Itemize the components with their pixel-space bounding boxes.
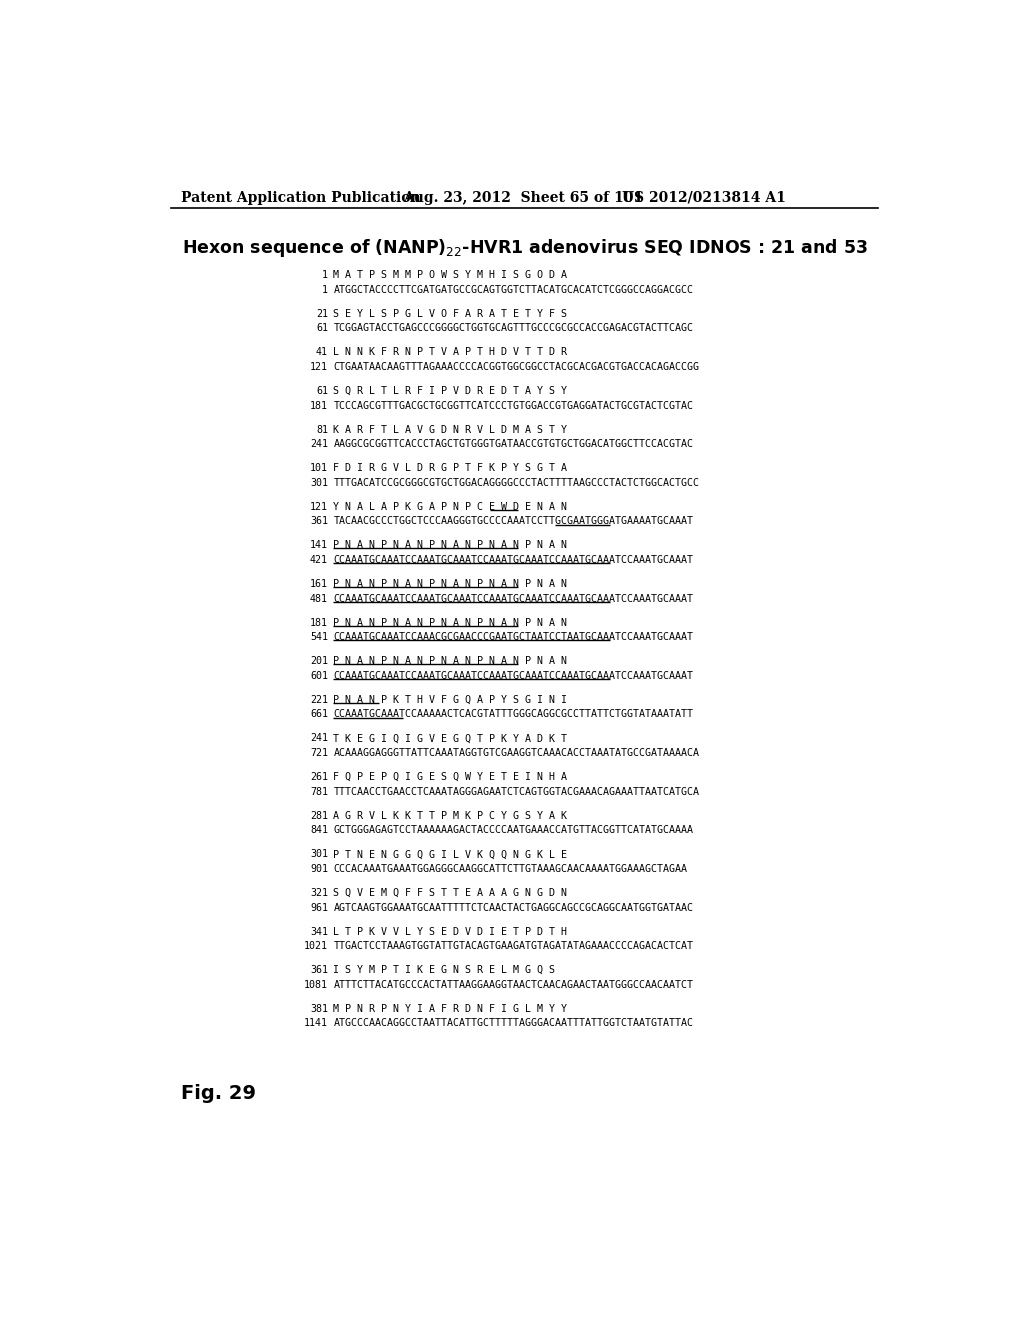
Text: S E Y L S P G L V O F A R A T E T Y F S: S E Y L S P G L V O F A R A T E T Y F S bbox=[334, 309, 567, 318]
Text: 1021: 1021 bbox=[304, 941, 328, 952]
Text: P T N E N G G Q G I L V K Q Q N G K L E: P T N E N G G Q G I L V K Q Q N G K L E bbox=[334, 849, 567, 859]
Text: P N A N P N A N P N A N P N A N P N A N: P N A N P N A N P N A N P N A N P N A N bbox=[334, 579, 567, 589]
Text: 101: 101 bbox=[310, 463, 328, 473]
Text: CCAAATGCAAATCCAAATGCAAATCCAAATGCAAATCCAAATGCAAATCCAAATGCAAAT: CCAAATGCAAATCCAAATGCAAATCCAAATGCAAATCCAA… bbox=[334, 594, 693, 603]
Text: M P N R P N Y I A F R D N F I G L M Y Y: M P N R P N Y I A F R D N F I G L M Y Y bbox=[334, 1003, 567, 1014]
Text: TTTGACATCCGCGGGCGTGCTGGACAGGGGCCCTACTTTTAAGCCCTACTCTGGCACTGCC: TTTGACATCCGCGGGCGTGCTGGACAGGGGCCCTACTTTT… bbox=[334, 478, 699, 488]
Text: I S Y M P T I K E G N S R E L M G Q S: I S Y M P T I K E G N S R E L M G Q S bbox=[334, 965, 555, 975]
Text: 41: 41 bbox=[316, 347, 328, 358]
Text: TTGACTCCTAAAGTGGTATTGTACAGTGAAGATGTAGATATAGAAACCCCAGACACTCAT: TTGACTCCTAAAGTGGTATTGTACAGTGAAGATGTAGATA… bbox=[334, 941, 693, 952]
Text: 661: 661 bbox=[310, 709, 328, 719]
Text: ATTTCTTACATGCCCACTATTAAGGAAGGTAACTCAACAGAACTAATGGGCCAACAATCT: ATTTCTTACATGCCCACTATTAAGGAAGGTAACTCAACAG… bbox=[334, 979, 693, 990]
Text: 121: 121 bbox=[310, 362, 328, 372]
Text: F Q P E P Q I G E S Q W Y E T E I N H A: F Q P E P Q I G E S Q W Y E T E I N H A bbox=[334, 772, 567, 781]
Text: M A T P S M M P O W S Y M H I S G O D A: M A T P S M M P O W S Y M H I S G O D A bbox=[334, 271, 567, 280]
Text: 121: 121 bbox=[310, 502, 328, 512]
Text: Fig. 29: Fig. 29 bbox=[180, 1084, 256, 1104]
Text: F D I R G V L D R G P T F K P Y S G T A: F D I R G V L D R G P T F K P Y S G T A bbox=[334, 463, 567, 473]
Text: 141: 141 bbox=[310, 540, 328, 550]
Text: S Q R L T L R F I P V D R E D T A Y S Y: S Q R L T L R F I P V D R E D T A Y S Y bbox=[334, 385, 567, 396]
Text: A G R V L K K T T P M K P C Y G S Y A K: A G R V L K K T T P M K P C Y G S Y A K bbox=[334, 810, 567, 821]
Text: TCGGAGTACCTGAGCCCGGGGCTGGTGCAGTTTGCCCGCGCCACCGAGACGTACTTCAGC: TCGGAGTACCTGAGCCCGGGGCTGGTGCAGTTTGCCCGCG… bbox=[334, 323, 693, 334]
Text: 261: 261 bbox=[310, 772, 328, 781]
Text: 601: 601 bbox=[310, 671, 328, 681]
Text: 201: 201 bbox=[310, 656, 328, 667]
Text: P N A N P N A N P N A N P N A N P N A N: P N A N P N A N P N A N P N A N P N A N bbox=[334, 618, 567, 627]
Text: 341: 341 bbox=[310, 927, 328, 936]
Text: Aug. 23, 2012  Sheet 65 of 101: Aug. 23, 2012 Sheet 65 of 101 bbox=[403, 191, 643, 205]
Text: 321: 321 bbox=[310, 888, 328, 898]
Text: 721: 721 bbox=[310, 748, 328, 758]
Text: 241: 241 bbox=[310, 440, 328, 449]
Text: 281: 281 bbox=[310, 810, 328, 821]
Text: P N A N P N A N P N A N P N A N P N A N: P N A N P N A N P N A N P N A N P N A N bbox=[334, 540, 567, 550]
Text: TACAACGCCCTGGCTCCCAAGGGTGCCCCAAATCCTTGCGAATGGGATGAAAATGCAAAT: TACAACGCCCTGGCTCCCAAGGGTGCCCCAAATCCTTGCG… bbox=[334, 516, 693, 527]
Text: 21: 21 bbox=[316, 309, 328, 318]
Text: S Q V E M Q F F S T T E A A A G N G D N: S Q V E M Q F F S T T E A A A G N G D N bbox=[334, 888, 567, 898]
Text: 361: 361 bbox=[310, 516, 328, 527]
Text: 961: 961 bbox=[310, 903, 328, 912]
Text: 181: 181 bbox=[310, 400, 328, 411]
Text: 181: 181 bbox=[310, 618, 328, 627]
Text: Hexon sequence of (NANP)$_{22}$-HVR1 adenovirus SEQ IDNOS : 21 and 53: Hexon sequence of (NANP)$_{22}$-HVR1 ade… bbox=[182, 238, 867, 259]
Text: 61: 61 bbox=[316, 385, 328, 396]
Text: P N A N P K T H V F G Q A P Y S G I N I: P N A N P K T H V F G Q A P Y S G I N I bbox=[334, 694, 567, 705]
Text: 1141: 1141 bbox=[304, 1019, 328, 1028]
Text: AAGGCGCGGTTCACCCTAGCTGTGGGTGATAACCGTGTGCTGGACATGGCTTCCACGTAC: AAGGCGCGGTTCACCCTAGCTGTGGGTGATAACCGTGTGC… bbox=[334, 440, 693, 449]
Text: ATGGCTACCCCTTCGATGATGCCGCAGTGGTCTTACATGCACATCTCGGGCCAGGACGCC: ATGGCTACCCCTTCGATGATGCCGCAGTGGTCTTACATGC… bbox=[334, 285, 693, 294]
Text: ATGCCCAACAGGCCTAATTACATTGCTTTTTAGGGACAATTTATTGGTCTAATGTATTAC: ATGCCCAACAGGCCTAATTACATTGCTTTTTAGGGACAAT… bbox=[334, 1019, 693, 1028]
Text: 1: 1 bbox=[322, 271, 328, 280]
Text: 301: 301 bbox=[310, 849, 328, 859]
Text: 421: 421 bbox=[310, 554, 328, 565]
Text: 61: 61 bbox=[316, 323, 328, 334]
Text: T K E G I Q I G V E G Q T P K Y A D K T: T K E G I Q I G V E G Q T P K Y A D K T bbox=[334, 734, 567, 743]
Text: CCAAATGCAAATCCAAATGCAAATCCAAATGCAAATCCAAATGCAAATCCAAATGCAAAT: CCAAATGCAAATCCAAATGCAAATCCAAATGCAAATCCAA… bbox=[334, 671, 693, 681]
Text: 901: 901 bbox=[310, 865, 328, 874]
Text: CCCACAAATGAAATGGAGGGCAAGGCATTCTTGTAAAGCAACAAAATGGAAAGCTAGAA: CCCACAAATGAAATGGAGGGCAAGGCATTCTTGTAAAGCA… bbox=[334, 865, 687, 874]
Text: ACAAAGGAGGGTTATTCAAATAGGTGTCGAAGGTCAAACACCTAAATATGCCGATAAAACA: ACAAAGGAGGGTTATTCAAATAGGTGTCGAAGGTCAAACA… bbox=[334, 748, 699, 758]
Text: 541: 541 bbox=[310, 632, 328, 643]
Text: CCAAATGCAAATCCAAATGCAAATCCAAATGCAAATCCAAATGCAAATCCAAATGCAAAT: CCAAATGCAAATCCAAATGCAAATCCAAATGCAAATCCAA… bbox=[334, 554, 693, 565]
Text: TTTCAACCTGAACCTCAAATAGGGAGAATCTCAGTGGTACGAAACAGAAATTAATCATGCA: TTTCAACCTGAACCTCAAATAGGGAGAATCTCAGTGGTAC… bbox=[334, 787, 699, 797]
Text: 1081: 1081 bbox=[304, 979, 328, 990]
Text: CCAAATGCAAATCCAAAAACTCACGTATTTGGGCAGGCGCCTTATTCTGGTATAAATATT: CCAAATGCAAATCCAAAAACTCACGTATTTGGGCAGGCGC… bbox=[334, 709, 693, 719]
Text: 361: 361 bbox=[310, 965, 328, 975]
Text: GCTGGGAGAGTCCTAAAAAAGACTACCCCAATGAAACCATGTTACGGTTCATATGCAAAA: GCTGGGAGAGTCCTAAAAAAGACTACCCCAATGAAACCAT… bbox=[334, 825, 693, 836]
Text: Patent Application Publication: Patent Application Publication bbox=[180, 191, 420, 205]
Text: 1: 1 bbox=[322, 285, 328, 294]
Text: 81: 81 bbox=[316, 425, 328, 434]
Text: L T P K V V L Y S E D V D I E T P D T H: L T P K V V L Y S E D V D I E T P D T H bbox=[334, 927, 567, 936]
Text: 301: 301 bbox=[310, 478, 328, 488]
Text: Y N A L A P K G A P N P C E W D E N A N: Y N A L A P K G A P N P C E W D E N A N bbox=[334, 502, 567, 512]
Text: TCCCAGCGTTTGACGCTGCGGTTCATCCCTGTGGACCGTGAGGATACTGCGTACTCGTAC: TCCCAGCGTTTGACGCTGCGGTTCATCCCTGTGGACCGTG… bbox=[334, 400, 693, 411]
Text: 381: 381 bbox=[310, 1003, 328, 1014]
Text: 241: 241 bbox=[310, 734, 328, 743]
Text: 781: 781 bbox=[310, 787, 328, 797]
Text: K A R F T L A V G D N R V L D M A S T Y: K A R F T L A V G D N R V L D M A S T Y bbox=[334, 425, 567, 434]
Text: US 2012/0213814 A1: US 2012/0213814 A1 bbox=[623, 191, 786, 205]
Text: L N N K F R N P T V A P T H D V T T D R: L N N K F R N P T V A P T H D V T T D R bbox=[334, 347, 567, 358]
Text: AGTCAAGTGGAAATGCAATTTTTCTCAACTACTGAGGCAGCCGCAGGCAATGGTGATAAC: AGTCAAGTGGAAATGCAATTTTTCTCAACTACTGAGGCAG… bbox=[334, 903, 693, 912]
Text: 481: 481 bbox=[310, 594, 328, 603]
Text: CTGAATAACAAGTTTAGAAACCCCACGGTGGCGGCCTACGCACGACGTGACCACAGACCGG: CTGAATAACAAGTTTAGAAACCCCACGGTGGCGGCCTACG… bbox=[334, 362, 699, 372]
Text: 841: 841 bbox=[310, 825, 328, 836]
Text: P N A N P N A N P N A N P N A N P N A N: P N A N P N A N P N A N P N A N P N A N bbox=[334, 656, 567, 667]
Text: 221: 221 bbox=[310, 694, 328, 705]
Text: CCAAATGCAAATCCAAACGCGAACCCGAATGCTAATCCTAATGCAAATCCAAATGCAAAT: CCAAATGCAAATCCAAACGCGAACCCGAATGCTAATCCTA… bbox=[334, 632, 693, 643]
Text: 161: 161 bbox=[310, 579, 328, 589]
